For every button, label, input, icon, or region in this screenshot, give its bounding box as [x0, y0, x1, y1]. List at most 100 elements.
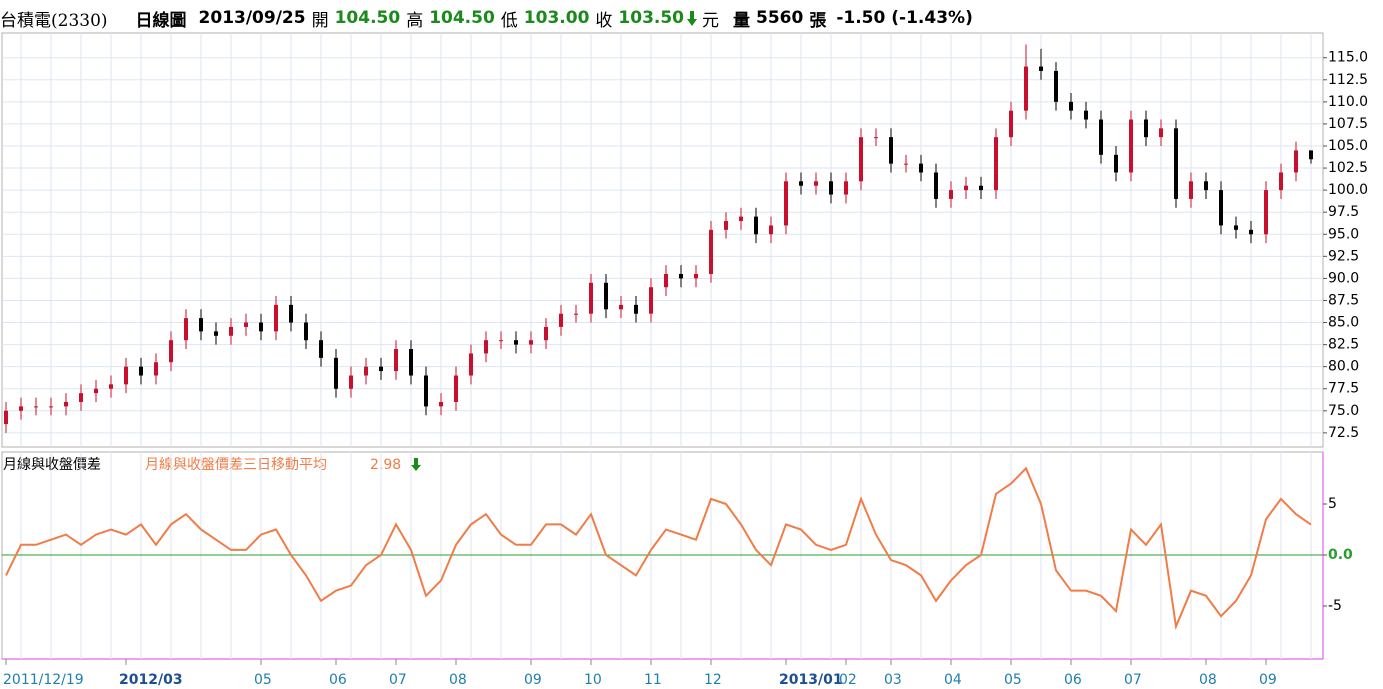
candle-body: [424, 375, 428, 407]
candle-body: [934, 172, 938, 199]
x-tick-label: 08: [449, 672, 467, 688]
candle-body: [814, 181, 818, 186]
candle-body: [1009, 110, 1013, 138]
close: 103.50: [618, 8, 685, 28]
candle-body: [1159, 128, 1163, 138]
candle-body: [364, 366, 368, 376]
candle-body: [469, 353, 473, 376]
candle-body: [529, 340, 533, 345]
candle-body: [319, 340, 323, 358]
x-tick-label: 06: [1064, 672, 1082, 688]
y-tick-label: 87.5: [1328, 292, 1359, 308]
x-tick-label: 11: [644, 672, 662, 688]
candle-body: [484, 340, 488, 354]
candle-body: [1039, 66, 1043, 71]
open: 104.50: [334, 8, 401, 28]
candle-body: [274, 304, 278, 332]
price-frame: [1, 32, 1324, 448]
candle-body: [1069, 101, 1073, 111]
x-tick-label: 09: [524, 672, 542, 688]
change: -1.50 (-1.43%): [836, 8, 973, 28]
candle-body: [709, 229, 713, 274]
candle-body: [964, 185, 968, 191]
y-tick-label: 107.5: [1328, 116, 1368, 132]
candle-body: [1054, 70, 1058, 102]
candle-body: [769, 225, 773, 235]
candle-body: [1174, 128, 1178, 199]
candle-body: [139, 366, 143, 376]
candle-body: [49, 406, 53, 408]
candle-body: [544, 326, 548, 341]
y-tick-label: 77.5: [1328, 381, 1359, 397]
x-tick-label: 05: [254, 672, 272, 688]
y-tick-label: 97.5: [1328, 204, 1359, 220]
y-tick-label: -5: [1328, 598, 1342, 614]
osc-frame: [1, 451, 1324, 660]
candle-body: [349, 375, 353, 389]
y-tick-label: 72.5: [1328, 425, 1359, 441]
candle-body: [19, 406, 23, 411]
candle-body: [619, 304, 623, 310]
candle-body: [739, 216, 743, 222]
candle-body: [859, 137, 863, 182]
candle-body: [1309, 150, 1313, 160]
candle-body: [184, 318, 188, 341]
candle-body: [559, 313, 563, 327]
y-tick-label: 75.0: [1328, 403, 1359, 419]
x-tick-label: 02: [839, 672, 857, 688]
candle-body: [1084, 110, 1088, 120]
candle-body: [1294, 150, 1298, 173]
candle-body: [169, 340, 173, 363]
chart-kind: 日線圖: [135, 10, 187, 31]
x-tick-label: 12: [704, 672, 722, 688]
candle-body: [1114, 154, 1118, 173]
x-tick-label: 2011/12/19: [3, 672, 84, 688]
candle-body: [1099, 119, 1103, 155]
candle-body: [904, 163, 908, 165]
y-tick-label: 95.0: [1328, 226, 1359, 242]
candle-body: [874, 137, 878, 139]
stock-name: 台積電(2330): [0, 10, 108, 31]
open-label: 開: [311, 10, 329, 31]
candle-body: [409, 349, 413, 376]
candle-body: [124, 366, 128, 385]
candle-body: [334, 357, 338, 389]
candle-body: [1234, 225, 1238, 230]
candle-body: [214, 331, 218, 336]
candle-body: [1279, 172, 1283, 191]
candle-body: [829, 181, 833, 195]
candle-body: [634, 304, 638, 314]
high-label: 高: [406, 10, 424, 31]
x-tick-label: 09: [1259, 672, 1277, 688]
candle-body: [79, 393, 83, 402]
candle-body: [379, 366, 383, 372]
y-tick-label: 110.0: [1328, 94, 1368, 110]
candle-body: [784, 181, 788, 226]
candle-body: [604, 282, 608, 310]
candle-body: [64, 401, 68, 407]
candle-body: [4, 410, 8, 425]
candle-body: [394, 349, 398, 372]
y-tick-label: 92.5: [1328, 248, 1359, 264]
candle-body: [919, 163, 923, 173]
x-tick-label: 06: [329, 672, 347, 688]
x-tick-label: 2012/03: [119, 672, 183, 688]
close-label: 收: [595, 10, 613, 31]
candle-body: [799, 181, 803, 186]
y-tick-label: 112.5: [1328, 72, 1368, 88]
y-tick-label: 5: [1328, 496, 1337, 512]
unit: 元: [702, 10, 720, 31]
candle-body: [889, 137, 893, 164]
candle-body: [229, 326, 233, 336]
y-tick-label: 82.5: [1328, 337, 1359, 353]
candle-body: [1189, 181, 1193, 199]
osc-last-value: 2.98: [370, 457, 401, 473]
candle-body: [244, 322, 248, 327]
y-tick-label: 115.0: [1328, 50, 1368, 66]
x-tick-label: 03: [884, 672, 902, 688]
low: 103.00: [523, 8, 590, 28]
candle-body: [679, 273, 683, 279]
candle-body: [514, 340, 518, 345]
candle-body: [34, 406, 38, 408]
